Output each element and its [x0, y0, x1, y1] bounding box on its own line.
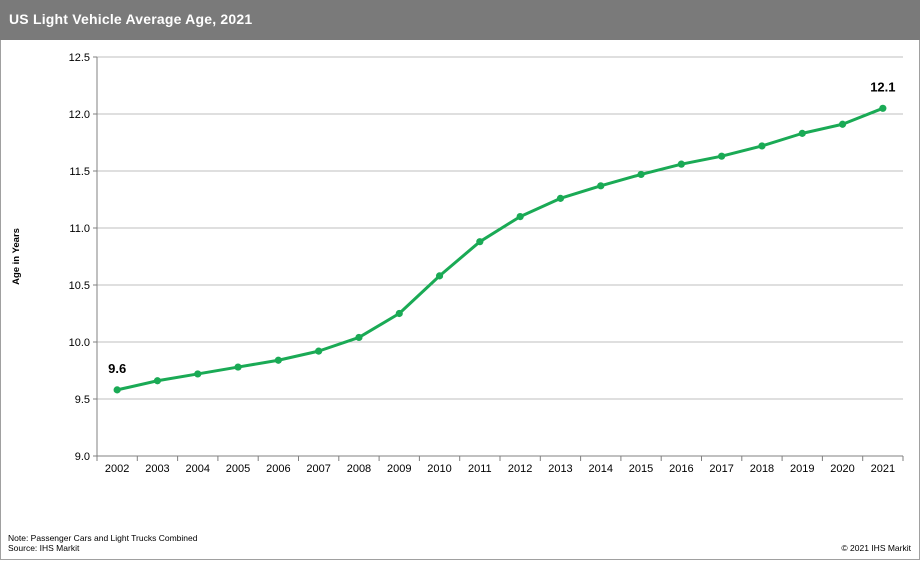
data-point: [435, 272, 444, 280]
data-point: [879, 104, 887, 112]
x-tick-label: 2018: [750, 463, 774, 475]
x-tick-label: 2014: [589, 463, 613, 475]
data-point: [597, 182, 605, 190]
x-tick-label: 2017: [709, 463, 733, 475]
y-axis-label: Age in Years: [11, 228, 22, 285]
data-label: 12.1: [870, 79, 895, 94]
data-point: [315, 347, 323, 355]
footer-note: Note: Passenger Cars and Light Trucks Co…: [8, 533, 198, 543]
data-point: [355, 333, 363, 342]
x-tick-label: 2007: [306, 463, 330, 475]
data-point: [395, 309, 403, 318]
data-point: [556, 194, 565, 202]
footer-copyright: © 2021 IHS Markit: [841, 543, 911, 553]
data-point: [194, 370, 202, 378]
x-tick-label: 2011: [468, 463, 492, 475]
x-tick-label: 2005: [226, 463, 250, 475]
footer-notes: Note: Passenger Cars and Light Trucks Co…: [8, 533, 198, 553]
data-point: [677, 160, 685, 168]
x-tick-label: 2002: [105, 463, 129, 475]
x-tick-label: 2010: [427, 463, 451, 475]
labels: 9.0 9.5 10.0 10.5 11.0 11.5 12.0 12.5 2002 2003 20…: [11, 52, 896, 475]
y-tick-label: 12.5: [69, 52, 90, 64]
x-tick-label: 2013: [548, 463, 572, 475]
x-tick-label: 2016: [669, 463, 693, 475]
x-tick-label: 2012: [508, 463, 532, 475]
axes: [93, 56, 904, 461]
title-bar: US Light Vehicle Average Age, 2021: [0, 0, 920, 40]
x-tick-label: 2015: [629, 463, 653, 475]
series-layer: [113, 104, 887, 394]
x-tick-label: 2019: [790, 463, 814, 475]
x-tick-label: 2003: [145, 463, 169, 475]
y-tick-label: 11.5: [69, 166, 90, 178]
data-point: [516, 213, 524, 221]
data-point: [637, 170, 645, 179]
data-point: [476, 238, 484, 246]
gridlines: [97, 56, 903, 457]
data-point: [798, 129, 806, 137]
x-tick-label: 2006: [266, 463, 290, 475]
x-tick-label: 2021: [871, 463, 895, 475]
y-tick-label: 12.0: [69, 109, 90, 121]
data-point: [113, 386, 121, 394]
data-point: [234, 363, 242, 371]
x-tick-label: 2020: [830, 463, 854, 475]
data-point: [274, 356, 282, 364]
y-tick-label: 9.5: [75, 394, 90, 406]
y-tick-label: 10.0: [69, 337, 90, 349]
x-tick-label: 2009: [387, 463, 411, 475]
y-tick-label: 10.5: [69, 280, 90, 292]
x-tick-label: 2004: [186, 463, 210, 475]
x-tick-label: 2008: [347, 463, 371, 475]
data-point: [153, 377, 162, 385]
data-point: [838, 120, 847, 128]
data-point: [758, 142, 766, 150]
chart-title: US Light Vehicle Average Age, 2021: [9, 11, 253, 27]
y-tick-label: 9.0: [75, 451, 90, 463]
data-point: [718, 152, 726, 160]
y-tick-label: 11.0: [69, 223, 90, 235]
data-label: 9.6: [108, 361, 126, 376]
series-line: [115, 106, 885, 392]
footer-source: Source: IHS Markit: [8, 542, 80, 553]
